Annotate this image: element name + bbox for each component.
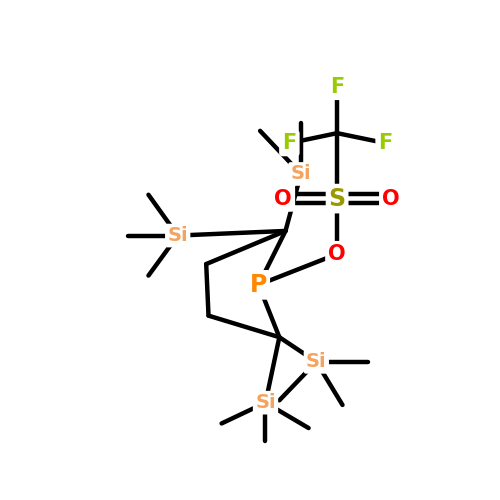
Text: P: P: [250, 273, 267, 297]
Text: S: S: [328, 186, 345, 210]
Text: O: O: [274, 188, 292, 208]
Text: F: F: [330, 77, 344, 97]
Text: Si: Si: [168, 226, 188, 245]
Text: Si: Si: [290, 164, 311, 184]
Text: Si: Si: [306, 352, 326, 372]
Text: O: O: [328, 244, 346, 264]
Text: O: O: [382, 188, 400, 208]
Text: F: F: [378, 133, 392, 153]
Text: F: F: [282, 133, 296, 153]
Text: Si: Si: [255, 393, 276, 412]
